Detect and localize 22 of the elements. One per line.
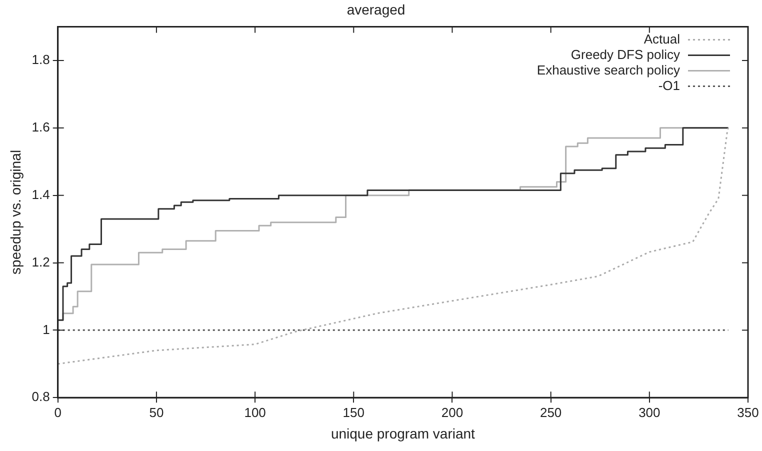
x-tick-label: 350 <box>737 404 759 420</box>
line-series <box>58 127 730 365</box>
x-axis-title: unique program variant <box>330 425 476 442</box>
y-tick-label: 1.4 <box>32 186 50 202</box>
x-tick-label: 300 <box>638 404 660 420</box>
y-tick-label: 1.2 <box>32 254 50 270</box>
y-tick-label: 1.8 <box>32 52 50 68</box>
y-tick-label: 1.6 <box>32 120 50 135</box>
x-tick-label: 150 <box>342 404 364 420</box>
legend-label: Greedy DFS policy <box>570 46 680 62</box>
x-tick-label: 250 <box>540 404 562 420</box>
legend-label: Actual <box>644 31 680 46</box>
x-tick-label: 50 <box>149 404 164 420</box>
x-tick-label: 200 <box>441 404 464 420</box>
y-axis-title: speedup vs. original <box>7 150 24 274</box>
x-tick-label: 0 <box>54 404 62 420</box>
x-tick-label: 100 <box>244 404 266 420</box>
y-tick-label: 1 <box>42 322 50 337</box>
y-tick-label: 0.8 <box>32 389 50 404</box>
chart-title: averaged <box>346 1 406 18</box>
legend-label: Exhaustive search policy <box>536 62 680 78</box>
legend-label: -O1 <box>658 78 680 93</box>
